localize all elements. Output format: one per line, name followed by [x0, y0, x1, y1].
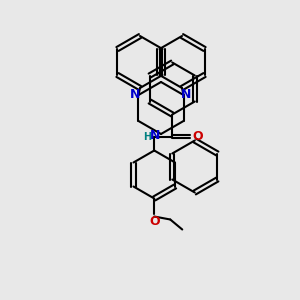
Text: N: N [150, 129, 160, 142]
Text: O: O [149, 215, 160, 228]
Text: N: N [130, 88, 141, 101]
Text: O: O [192, 130, 202, 143]
Text: N: N [181, 88, 192, 101]
Text: H: H [143, 131, 151, 142]
